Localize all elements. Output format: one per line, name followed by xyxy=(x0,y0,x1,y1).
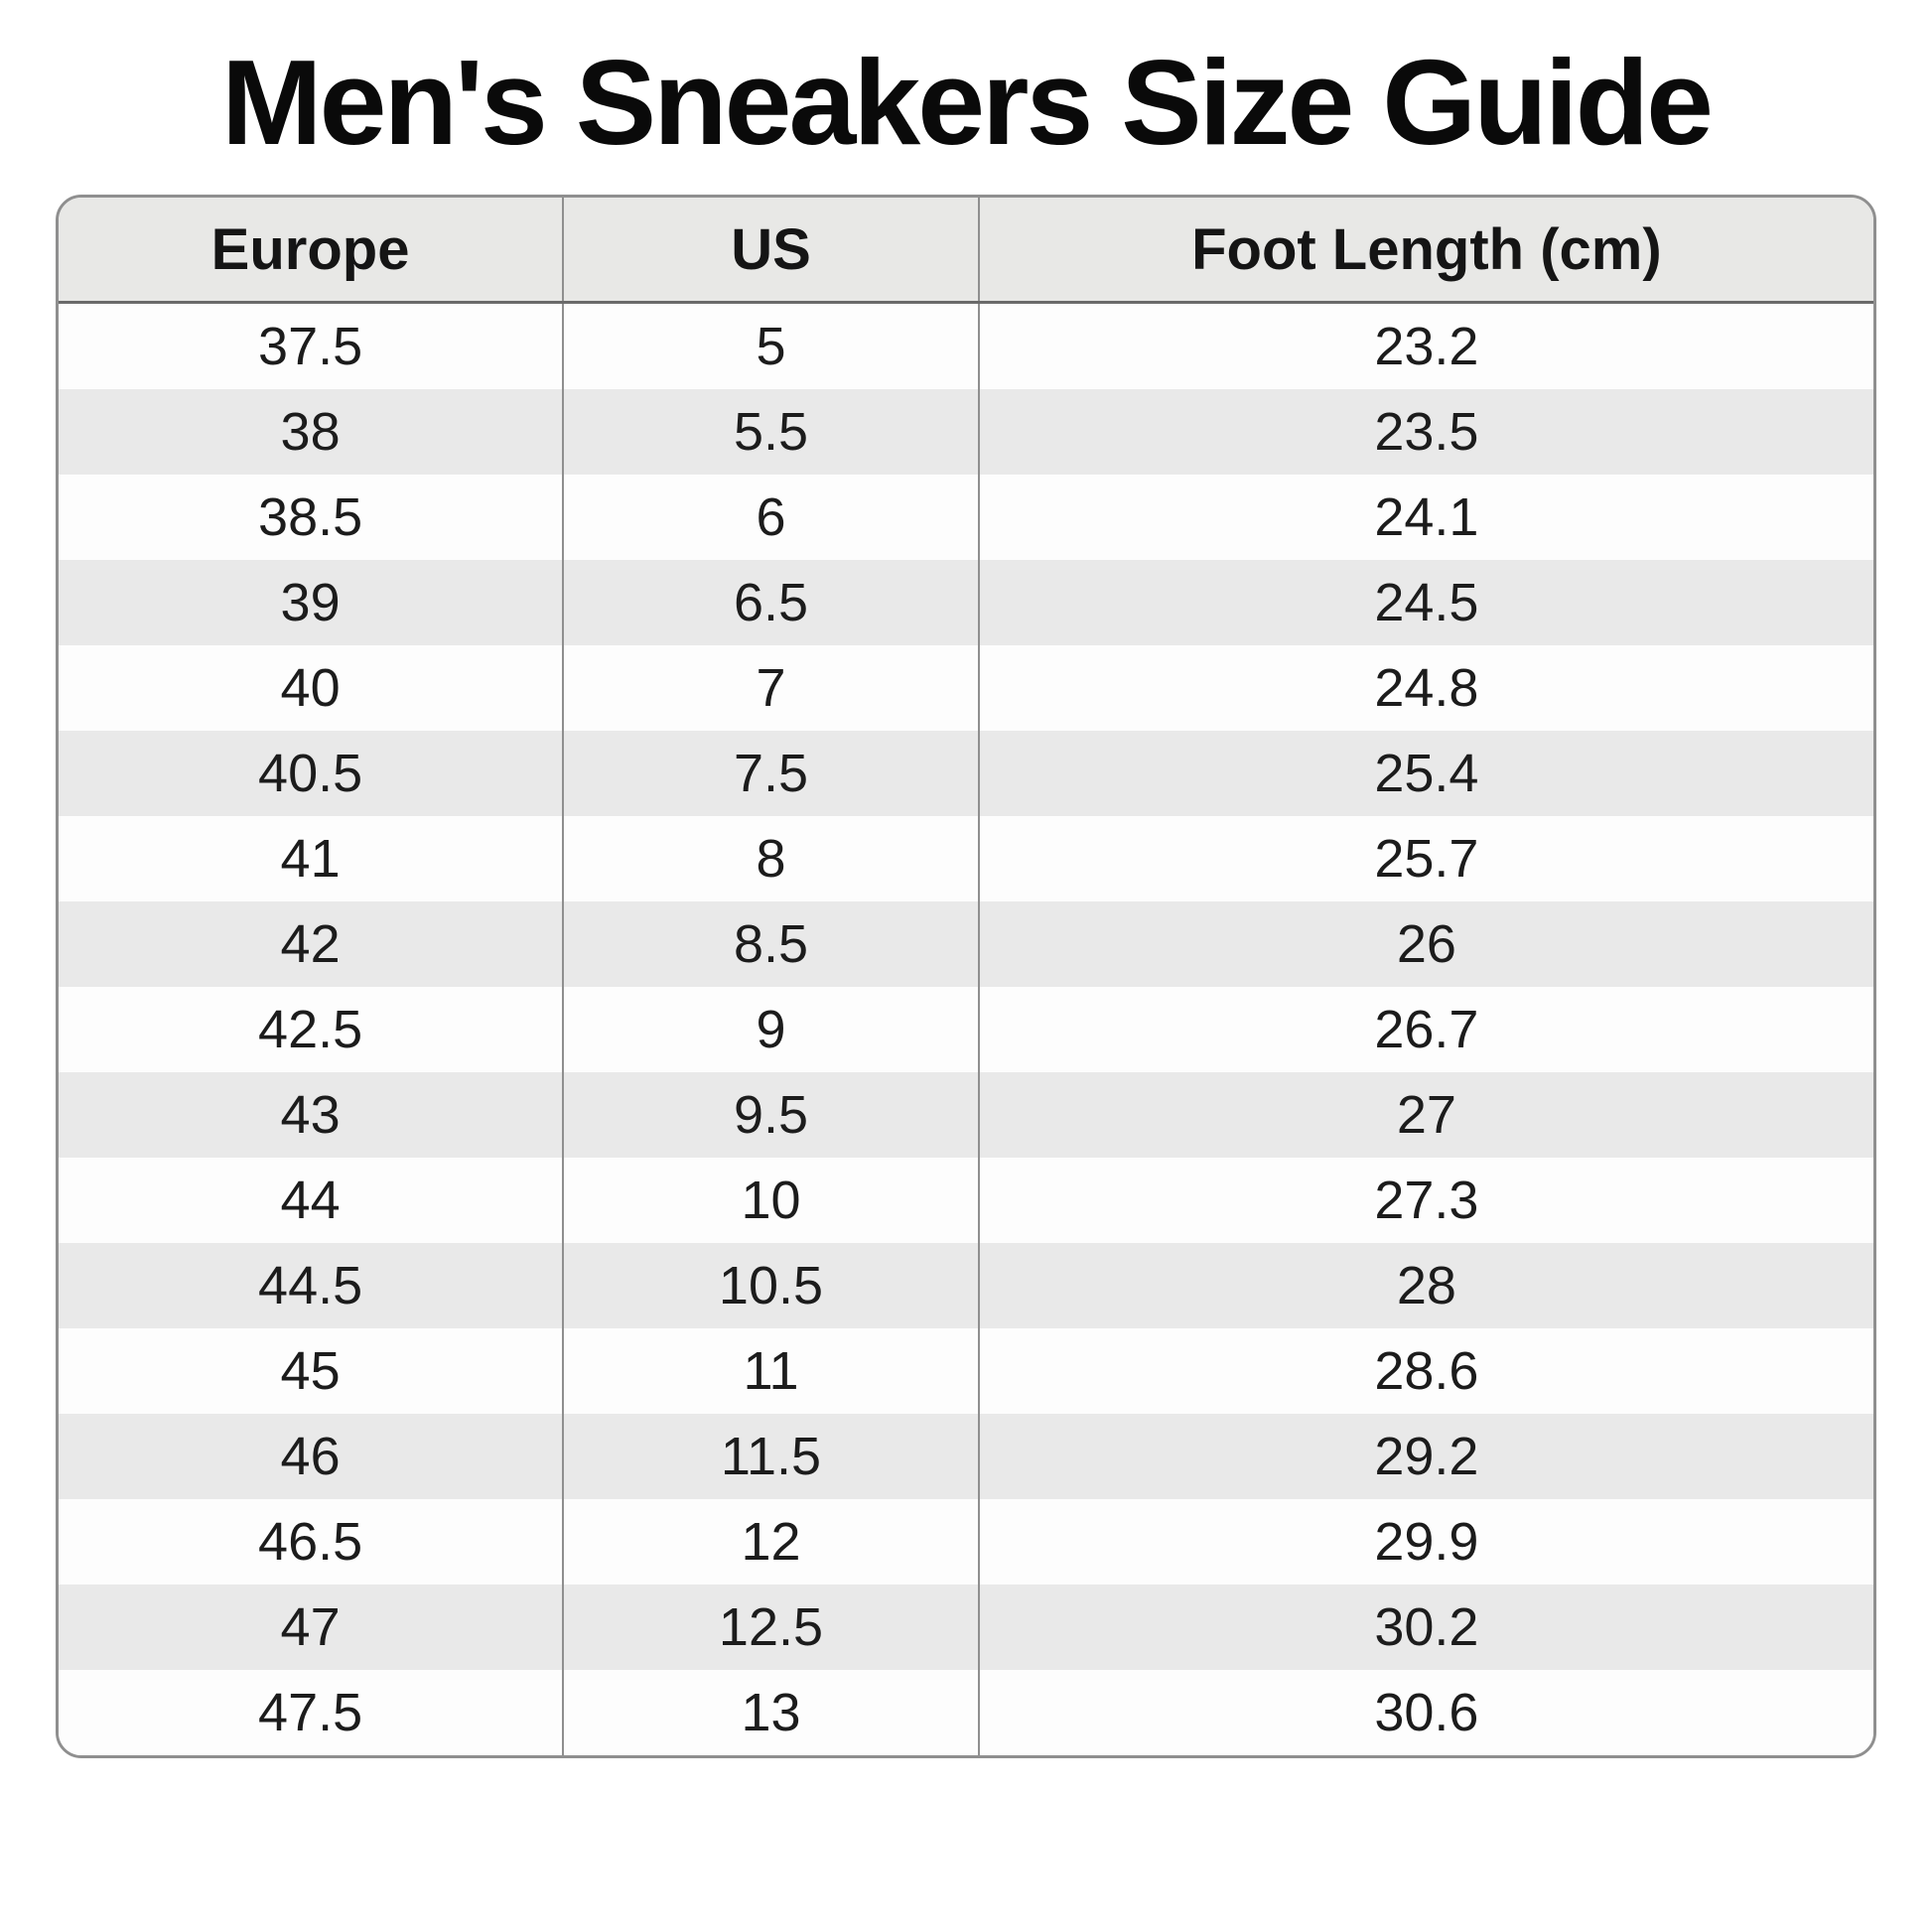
table-cell: 13 xyxy=(562,1670,979,1756)
table-cell: 26.7 xyxy=(977,987,1873,1073)
size-table-header: Europe US Foot Length (cm) xyxy=(59,198,1873,305)
table-cell: 9 xyxy=(562,987,979,1073)
table-row: 42 8.5 26 xyxy=(59,901,1873,988)
table-cell: 42 xyxy=(280,914,341,975)
table-cell: 12 xyxy=(562,1499,979,1586)
table-row: 41 8 25.7 xyxy=(59,816,1873,902)
table-row: 39 6.5 24.5 xyxy=(59,560,1873,646)
table-cell: 41 xyxy=(280,829,341,890)
table-cell: 7.5 xyxy=(562,731,979,817)
table-cell: 44.5 xyxy=(258,1256,363,1316)
table-cell: 6 xyxy=(562,475,979,561)
table-cell: 26 xyxy=(977,901,1873,988)
table-row: 47.5 13 30.6 xyxy=(59,1670,1873,1756)
table-cell: 7 xyxy=(562,645,979,732)
table-cell: 40 xyxy=(280,658,341,719)
table-cell: 27 xyxy=(977,1072,1873,1159)
size-table-container: Europe US Foot Length (cm) 37.5 5 23.2 38 5.… xyxy=(56,195,1876,1759)
table-cell: 39 xyxy=(280,573,341,633)
size-table-body: 37.5 5 23.2 38 5.5 23.5 38.5 6 24.1 39 6.5 24.5 40 7 2… xyxy=(59,302,1873,1756)
column-header-europe: Europe xyxy=(59,198,564,305)
table-row: 38.5 6 24.1 xyxy=(59,475,1873,561)
table-row: 40 7 24.8 xyxy=(59,645,1873,732)
table-cell: 40.5 xyxy=(258,744,363,804)
table-cell: 25.7 xyxy=(977,816,1873,902)
table-cell: 23.2 xyxy=(977,302,1873,390)
column-header-us: US xyxy=(562,198,979,305)
table-cell: 10.5 xyxy=(562,1243,979,1329)
table-cell: 23.5 xyxy=(977,389,1873,476)
table-cell: 5.5 xyxy=(562,389,979,476)
table-cell: 30.6 xyxy=(977,1670,1873,1756)
table-cell: 44 xyxy=(280,1171,341,1231)
table-row: 47 12.5 30.2 xyxy=(59,1585,1873,1671)
table-cell: 46.5 xyxy=(258,1512,363,1573)
table-cell: 24.5 xyxy=(977,560,1873,646)
table-cell: 47.5 xyxy=(258,1683,363,1743)
table-cell: 42.5 xyxy=(258,1000,363,1060)
table-row: 44 10 27.3 xyxy=(59,1158,1873,1244)
table-cell: 45 xyxy=(280,1341,341,1402)
table-row: 45 11 28.6 xyxy=(59,1328,1873,1415)
table-cell: 12.5 xyxy=(562,1585,979,1671)
table-cell: 10 xyxy=(562,1158,979,1244)
table-row: 46 11.5 29.2 xyxy=(59,1414,1873,1500)
table-cell: 11 xyxy=(562,1328,979,1415)
table-cell: 5 xyxy=(562,302,979,390)
table-cell: 38 xyxy=(280,402,341,463)
table-cell: 9.5 xyxy=(562,1072,979,1159)
table-row: 44.5 10.5 28 xyxy=(59,1243,1873,1329)
table-cell: 29.9 xyxy=(977,1499,1873,1586)
table-cell: 8.5 xyxy=(562,901,979,988)
table-row: 43 9.5 27 xyxy=(59,1072,1873,1159)
column-header-foot-length: Foot Length (cm) xyxy=(977,198,1873,305)
table-cell: 37.5 xyxy=(258,317,363,377)
table-cell: 6.5 xyxy=(562,560,979,646)
table-row: 38 5.5 23.5 xyxy=(59,389,1873,476)
table-cell: 25.4 xyxy=(977,731,1873,817)
table-cell: 47 xyxy=(280,1597,341,1658)
table-cell: 29.2 xyxy=(977,1414,1873,1500)
table-row: 46.5 12 29.9 xyxy=(59,1499,1873,1586)
table-cell: 27.3 xyxy=(977,1158,1873,1244)
table-cell: 46 xyxy=(280,1427,341,1487)
table-cell: 8 xyxy=(562,816,979,902)
table-row: 37.5 5 23.2 xyxy=(59,302,1873,390)
table-row: 40.5 7.5 25.4 xyxy=(59,731,1873,817)
table-cell: 24.8 xyxy=(977,645,1873,732)
page-title: Men's Sneakers Size Guide xyxy=(221,35,1714,170)
header-row: Europe US Foot Length (cm) xyxy=(59,198,1873,305)
size-table: Europe US Foot Length (cm) 37.5 5 23.2 38 5.… xyxy=(59,198,1873,1756)
table-cell: 43 xyxy=(280,1085,341,1146)
table-cell: 30.2 xyxy=(977,1585,1873,1671)
table-cell: 11.5 xyxy=(562,1414,979,1500)
table-cell: 38.5 xyxy=(258,487,363,548)
table-row: 42.5 9 26.7 xyxy=(59,987,1873,1073)
table-cell: 28 xyxy=(977,1243,1873,1329)
table-cell: 28.6 xyxy=(977,1328,1873,1415)
table-cell: 24.1 xyxy=(977,475,1873,561)
